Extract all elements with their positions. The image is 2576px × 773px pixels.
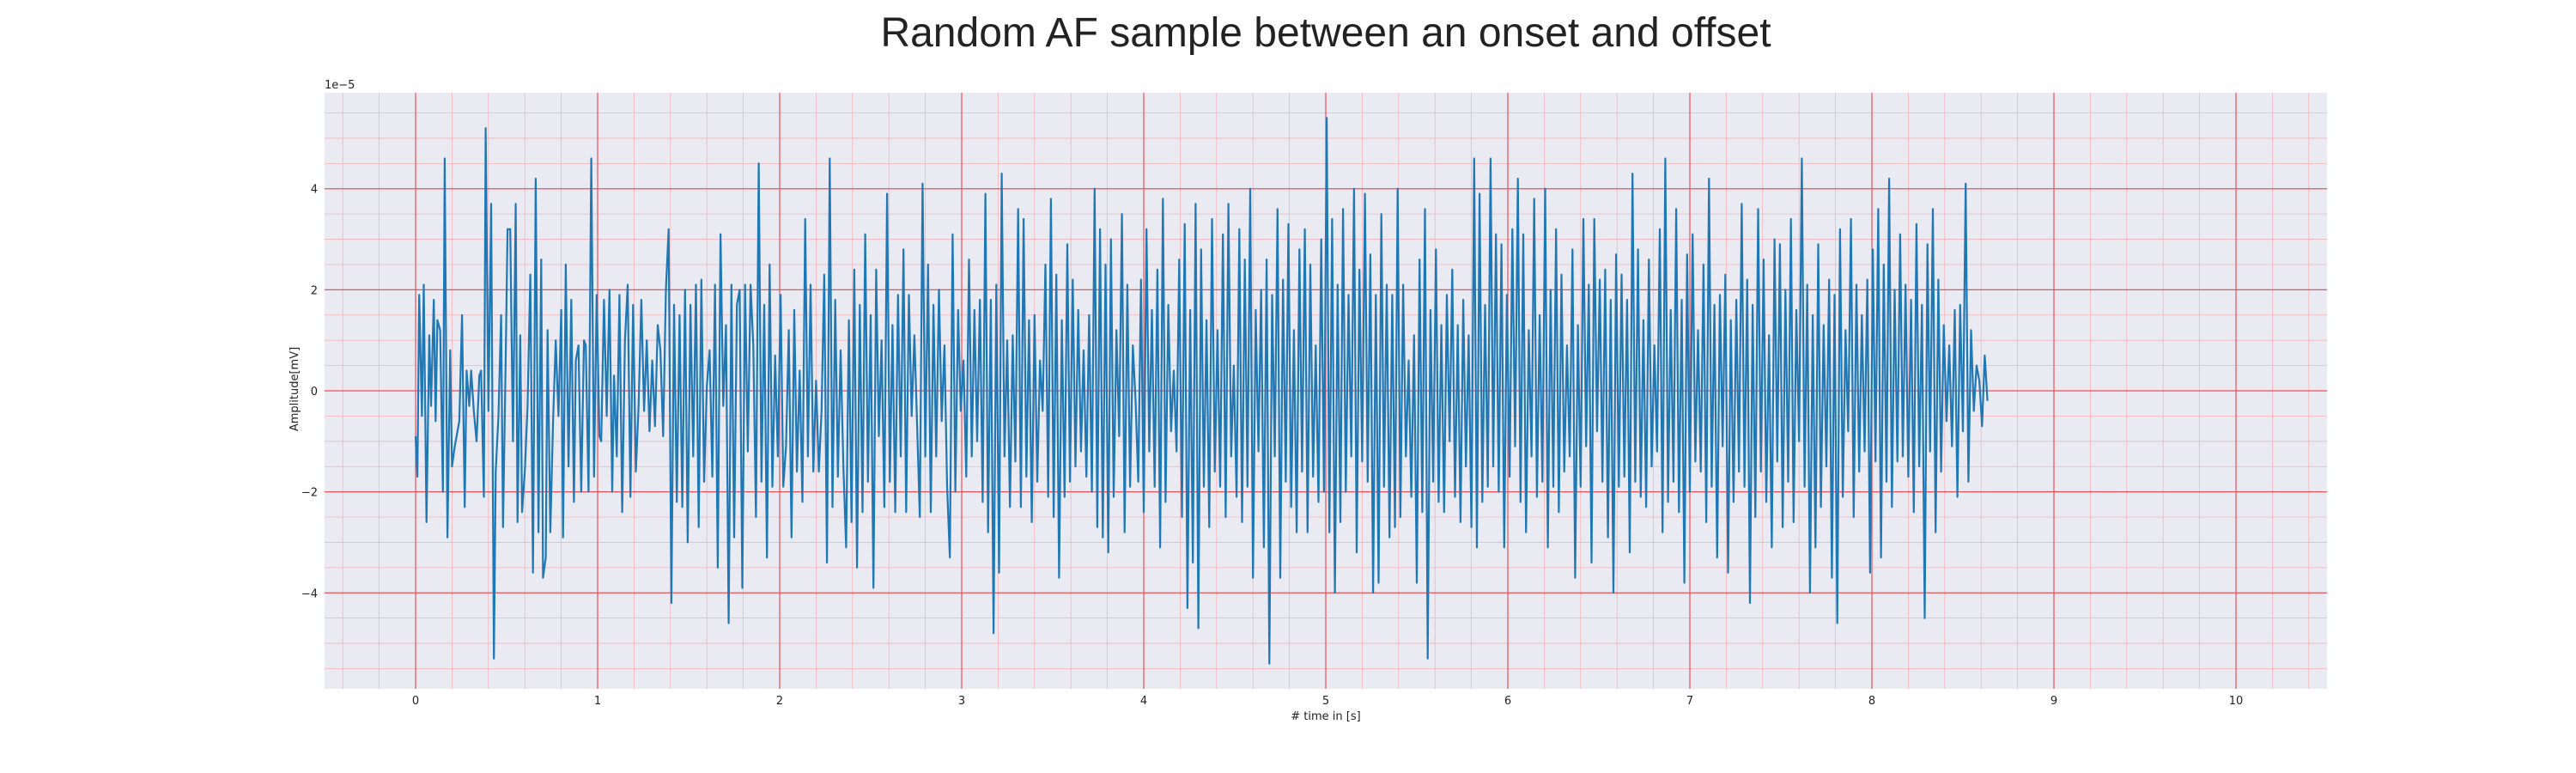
y-tick-label: −2 <box>301 487 318 500</box>
y-axis-label: Amplitude[mV] <box>289 347 301 431</box>
y-axis-ticks: −4 −2 0 2 4 <box>301 184 318 601</box>
x-tick-label: 3 <box>958 695 965 708</box>
y-tick-label: −4 <box>301 587 318 600</box>
x-tick-label: 8 <box>1868 695 1875 708</box>
x-tick-label: 0 <box>412 695 419 708</box>
chart-title: Random AF sample between an onset and of… <box>880 10 1771 56</box>
y-tick-label: 0 <box>311 386 318 399</box>
x-tick-label: 4 <box>1140 695 1147 708</box>
x-tick-label: 2 <box>776 695 783 708</box>
x-tick-label: 5 <box>1322 695 1329 708</box>
x-tick-label: 7 <box>1686 695 1693 708</box>
y-tick-label: 2 <box>311 284 318 297</box>
y-axis-offset-text: 1e−5 <box>325 79 355 92</box>
x-axis-label: # time in [s] <box>1291 710 1360 723</box>
x-tick-label: 6 <box>1504 695 1511 708</box>
x-axis-ticks: 0 1 2 3 4 5 6 7 8 9 10 <box>412 695 2243 708</box>
x-tick-label: 9 <box>2050 695 2057 708</box>
series-line <box>414 117 1989 665</box>
x-tick-label: 10 <box>2229 695 2244 708</box>
x-tick-label: 1 <box>594 695 601 708</box>
y-tick-label: 4 <box>311 184 318 197</box>
